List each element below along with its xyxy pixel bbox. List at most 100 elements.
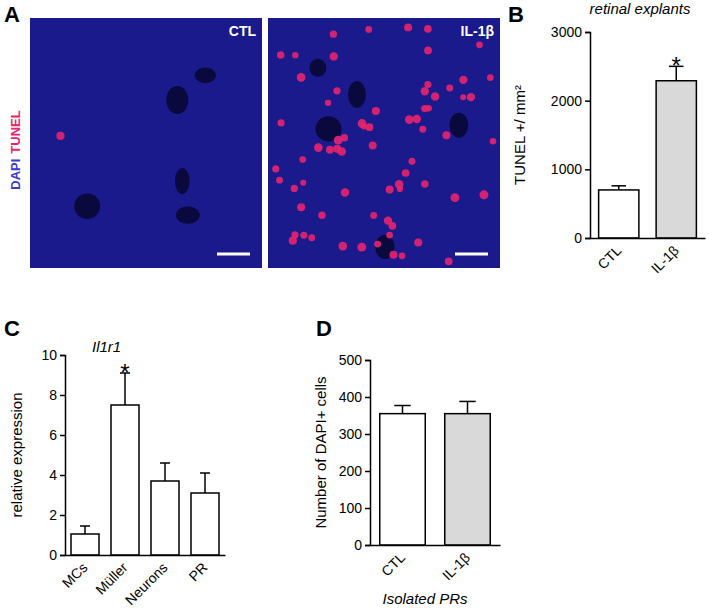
error-bar-cap bbox=[160, 462, 170, 464]
y-tick-mark bbox=[60, 435, 65, 437]
error-bar-stem bbox=[402, 406, 404, 414]
error-bar bbox=[80, 526, 90, 534]
bar bbox=[380, 414, 426, 545]
image-shadow bbox=[74, 194, 100, 220]
bar bbox=[656, 81, 696, 238]
image-nucleus bbox=[445, 257, 453, 265]
image-nucleus bbox=[365, 26, 372, 33]
error-bar-cap bbox=[394, 405, 410, 407]
y-axis-title: TUNEL +/ mm² bbox=[511, 85, 528, 185]
image-nucleus bbox=[414, 239, 422, 247]
image-nucleus bbox=[299, 156, 306, 163]
error-bar bbox=[394, 406, 410, 414]
x-tick: CTL bbox=[594, 242, 624, 272]
image-label: IL-1β bbox=[461, 23, 495, 39]
x-tick: Müller bbox=[92, 559, 131, 598]
image-shadow bbox=[176, 206, 200, 223]
y-tick-mark bbox=[365, 397, 370, 399]
error-bar bbox=[160, 463, 170, 481]
image-nucleus bbox=[276, 177, 283, 184]
bar bbox=[599, 190, 639, 238]
y-tick: 0 bbox=[354, 537, 370, 553]
image-nucleus bbox=[467, 93, 475, 101]
y-axis: 0246810 bbox=[41, 347, 65, 563]
panel-label: A bbox=[4, 2, 20, 27]
image-nucleus bbox=[459, 76, 467, 84]
image-nucleus bbox=[326, 146, 334, 154]
y-tick: 1000 bbox=[551, 161, 590, 177]
y-tick: 500 bbox=[339, 352, 370, 368]
image-nucleus bbox=[330, 31, 337, 38]
y-tick: 400 bbox=[339, 389, 370, 405]
y-tick-label: 4 bbox=[49, 467, 57, 483]
image-nucleus bbox=[330, 52, 338, 60]
y-tick-label: 500 bbox=[339, 352, 363, 368]
error-bar-stem bbox=[204, 473, 206, 493]
x-tick: IL-1β bbox=[648, 242, 682, 276]
image-nucleus bbox=[272, 165, 279, 172]
y-tick-label: 8 bbox=[49, 387, 57, 403]
y-tick-mark bbox=[365, 434, 370, 436]
channel-legend: DAPITUNEL bbox=[8, 110, 23, 189]
image-nucleus bbox=[397, 186, 403, 192]
image-nucleus bbox=[325, 100, 331, 106]
y-tick: 4 bbox=[49, 467, 65, 483]
y-tick: 6 bbox=[49, 427, 65, 443]
image-nucleus bbox=[487, 74, 494, 81]
y-tick: 2000 bbox=[551, 93, 590, 109]
image-nucleus bbox=[369, 142, 377, 150]
error-bar bbox=[200, 473, 210, 493]
bar-chart: 0100200300400500CTLIL-1βDNumber of DAPI+… bbox=[312, 316, 501, 607]
image-nucleus bbox=[333, 87, 340, 94]
x-tick-label: CTL bbox=[594, 242, 624, 272]
image-nucleus bbox=[490, 138, 497, 145]
image-label: CTL bbox=[229, 23, 257, 39]
image-background bbox=[30, 18, 262, 268]
y-tick-mark bbox=[365, 508, 370, 510]
y-tick-mark bbox=[60, 475, 65, 477]
plot-area bbox=[71, 373, 219, 555]
image-nucleus bbox=[292, 52, 298, 58]
y-tick-label: 300 bbox=[339, 426, 363, 442]
y-tick-mark bbox=[585, 32, 590, 34]
y-tick-label: 2 bbox=[49, 507, 57, 523]
image-nucleus bbox=[318, 211, 325, 218]
channel-label: DAPI bbox=[8, 159, 23, 190]
image-nucleus bbox=[479, 190, 488, 199]
y-tick: 300 bbox=[339, 426, 370, 442]
y-tick-label: 10 bbox=[41, 347, 57, 363]
chart-title: Il1r1 bbox=[92, 338, 121, 355]
image-nucleus bbox=[56, 132, 64, 140]
x-tick-label: MCs bbox=[59, 559, 91, 591]
image-nucleus bbox=[297, 203, 305, 211]
x-tick-label: Müller bbox=[92, 559, 131, 598]
bar-chart: 0100020003000CTLIL-1β*Bretinal explantsT… bbox=[508, 0, 706, 276]
panel-label: B bbox=[508, 2, 524, 27]
y-tick-label: 200 bbox=[339, 463, 363, 479]
y-tick-label: 400 bbox=[339, 389, 363, 405]
image-nucleus bbox=[460, 94, 466, 100]
panel-label: D bbox=[316, 316, 332, 341]
y-tick-mark bbox=[365, 545, 370, 547]
image-nucleus bbox=[413, 115, 421, 123]
image-nucleus bbox=[421, 87, 429, 95]
image-nucleus bbox=[374, 241, 381, 248]
axis-line bbox=[60, 356, 66, 556]
micrograph: CTL bbox=[30, 18, 262, 268]
y-tick: 100 bbox=[339, 500, 370, 516]
y-tick: 10 bbox=[41, 347, 65, 363]
bar bbox=[71, 534, 99, 555]
x-tick-label: Neurons bbox=[122, 559, 171, 608]
y-tick: 8 bbox=[49, 387, 65, 403]
micrograph: IL-1β bbox=[268, 18, 500, 268]
x-axis: CTLIL-1β bbox=[371, 546, 501, 584]
image-nucleus bbox=[357, 243, 366, 252]
y-axis-title: relative expression bbox=[8, 392, 25, 517]
image-nucleus bbox=[446, 85, 453, 92]
image-nucleus bbox=[424, 81, 431, 88]
image-nucleus bbox=[386, 232, 393, 239]
axis-line bbox=[66, 555, 226, 557]
image-nucleus bbox=[386, 185, 394, 193]
image-shadow bbox=[309, 59, 326, 77]
bar bbox=[151, 481, 179, 555]
